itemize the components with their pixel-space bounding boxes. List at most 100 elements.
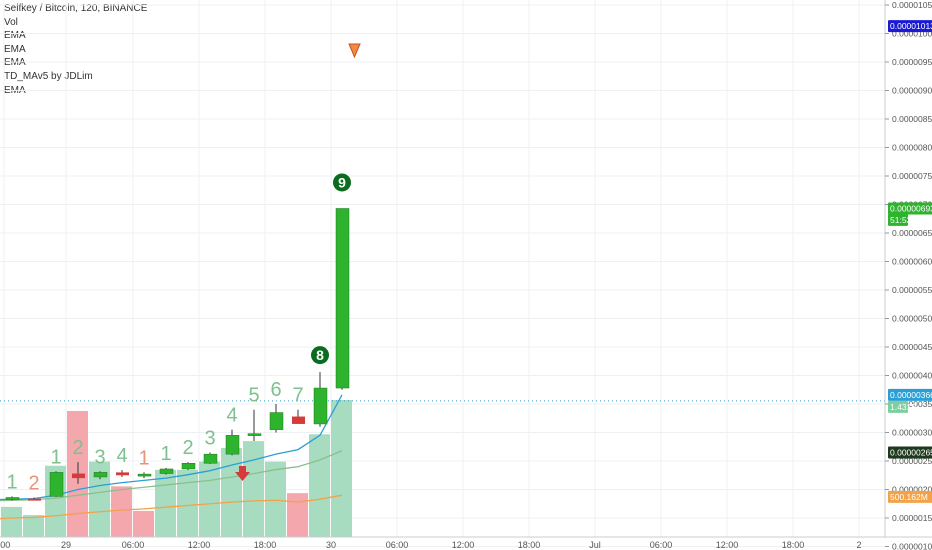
- time-tick-label: 30: [326, 540, 336, 550]
- candle-body: [269, 412, 284, 430]
- price-tag-label: 0.00000693: [890, 203, 932, 213]
- candle-body: [49, 472, 64, 497]
- td-count-label: 4: [226, 405, 237, 427]
- indicator-ema-2[interactable]: EMA: [4, 43, 26, 55]
- volume-bar: [265, 461, 286, 537]
- volume-bar: [155, 469, 176, 537]
- volume-bar: [287, 493, 308, 537]
- price-tag: [888, 400, 908, 413]
- time-tick-label: 29: [61, 540, 71, 550]
- price-tag: [888, 213, 908, 226]
- indicator-ema-1[interactable]: EMA: [4, 30, 26, 42]
- symbol-title[interactable]: Selfkey / Bitcoin, 120, BINANCE: [4, 3, 148, 14]
- candle-body: [159, 468, 174, 474]
- sell-arrow-icon: [348, 43, 361, 59]
- td-count-label: 2: [28, 472, 39, 494]
- candle-body: [137, 473, 152, 477]
- td-count-circle: [333, 173, 351, 192]
- td-count-label: 7: [292, 385, 303, 407]
- volume-bar: [243, 441, 264, 537]
- volume-bar: [1, 506, 22, 537]
- volume-bar: [177, 469, 198, 537]
- time-tick-label: 18:00: [518, 540, 541, 550]
- td-count-label: 2: [182, 437, 193, 459]
- volume-bar: [331, 400, 352, 537]
- price-tag: [888, 202, 932, 215]
- time-tick-label: Jul: [589, 540, 601, 550]
- candle-body: [28, 498, 41, 501]
- price-tag: [888, 388, 932, 401]
- indicator-vol[interactable]: Vol: [4, 16, 18, 28]
- td-count-label: 9: [338, 174, 346, 190]
- price-tag: [888, 20, 932, 33]
- time-tick-label: 18:00: [782, 540, 805, 550]
- price-tag-label: 0.00001013: [890, 21, 932, 31]
- candle-body: [313, 387, 328, 425]
- td-count-label: 1: [138, 447, 149, 469]
- indicator-td-mav5[interactable]: TD_MAv5 by JDLim: [4, 70, 93, 82]
- price-tag-label: 51:53: [890, 215, 912, 225]
- down-arrow-icon: [235, 466, 250, 481]
- volume-bar: [199, 461, 220, 537]
- price-tag-label: 0.00000265: [890, 447, 932, 457]
- ema-green-line: [0, 450, 343, 502]
- candle-body: [116, 472, 129, 476]
- candle-body: [225, 435, 240, 455]
- price-tag-label: 0.00000366: [890, 390, 932, 400]
- td-count-label: 3: [204, 427, 215, 449]
- price-tag-label: 500.162M: [890, 492, 928, 502]
- time-tick-label: 12:00: [716, 540, 739, 550]
- time-tick-label: 2: [856, 540, 861, 550]
- volume-bar: [221, 447, 242, 537]
- td-count-label: 8: [316, 347, 324, 363]
- td-count-label: 6: [270, 379, 281, 401]
- candle-body: [335, 208, 350, 389]
- td-count-label: 1: [50, 446, 61, 468]
- candle-body: [5, 497, 20, 500]
- candle-body: [292, 416, 305, 424]
- price-tag-label: 1.431B: [890, 402, 917, 412]
- time-tick-label: 06:00: [650, 540, 673, 550]
- time-tick-label: 06:00: [386, 540, 409, 550]
- volume-bar: [133, 510, 154, 537]
- volume-bar: [309, 434, 330, 537]
- time-tick-label: :00: [0, 540, 10, 550]
- time-tick-label: 06:00: [122, 540, 145, 550]
- candle-body: [93, 472, 108, 478]
- td-count-label: 5: [248, 385, 259, 407]
- volume-bar: [111, 486, 132, 537]
- ema-orange-line: [0, 494, 343, 520]
- candle-body: [181, 463, 196, 470]
- td-count-circle: [311, 346, 329, 365]
- td-count-label: 3: [94, 446, 105, 468]
- candle-body: [247, 433, 262, 436]
- candle-body: [203, 453, 218, 464]
- ema-blue-line: [0, 394, 343, 501]
- td-count-label: 1: [6, 471, 17, 493]
- volume-bar: [89, 461, 110, 537]
- td-count-label: 1: [160, 443, 171, 465]
- price-tag: [888, 446, 932, 459]
- time-tick-label: 12:00: [452, 540, 475, 550]
- indicator-ema-3[interactable]: EMA: [4, 57, 26, 69]
- time-tick-label: 12:00: [188, 540, 211, 550]
- time-tick-label: 18:00: [254, 540, 277, 550]
- candle-body: [72, 473, 85, 479]
